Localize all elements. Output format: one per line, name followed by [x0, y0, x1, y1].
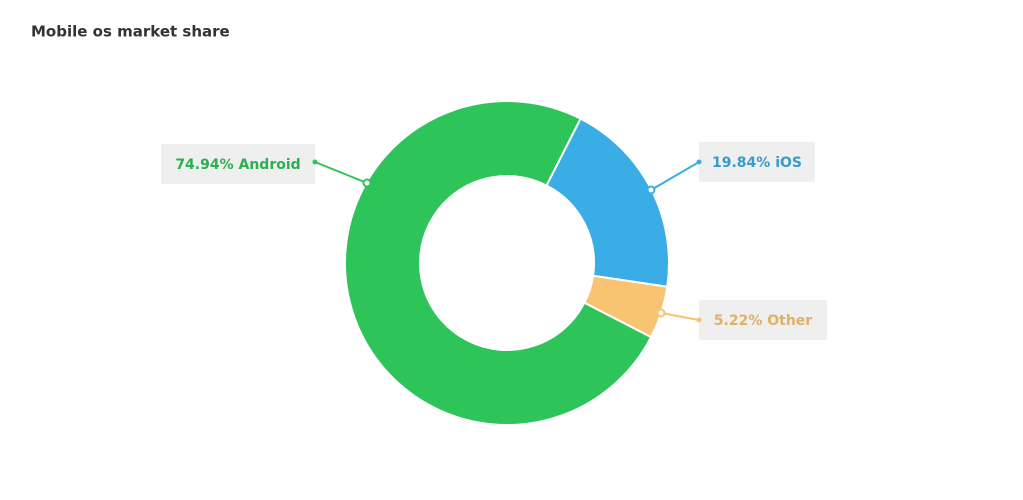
- leader-line: [314, 161, 368, 184]
- data-label: 74.94% Android: [175, 157, 300, 173]
- label-box: [699, 300, 827, 340]
- leader-dot: [656, 308, 666, 318]
- label-value: 5.22%: [714, 313, 763, 329]
- leader-dot: [646, 185, 656, 195]
- leader-dot: [362, 178, 372, 188]
- leader-line: [650, 161, 700, 191]
- leader-dot: [312, 159, 318, 165]
- label-category: iOS: [775, 155, 802, 171]
- leader-dot: [696, 317, 702, 323]
- slice: [545, 117, 670, 288]
- label-category: Other: [767, 313, 812, 329]
- label-box: [161, 144, 315, 184]
- chart-title: Mobile os market share: [31, 23, 230, 41]
- data-label: 19.84% iOS: [712, 155, 802, 171]
- label-category: Android: [239, 157, 301, 173]
- label-value: 19.84%: [712, 155, 770, 171]
- label-box: [699, 142, 815, 182]
- leader-line: [660, 312, 700, 321]
- data-label: 5.22% Other: [714, 313, 813, 329]
- slice: [344, 100, 653, 426]
- label-value: 74.94%: [175, 157, 233, 173]
- leader-dot: [696, 159, 702, 165]
